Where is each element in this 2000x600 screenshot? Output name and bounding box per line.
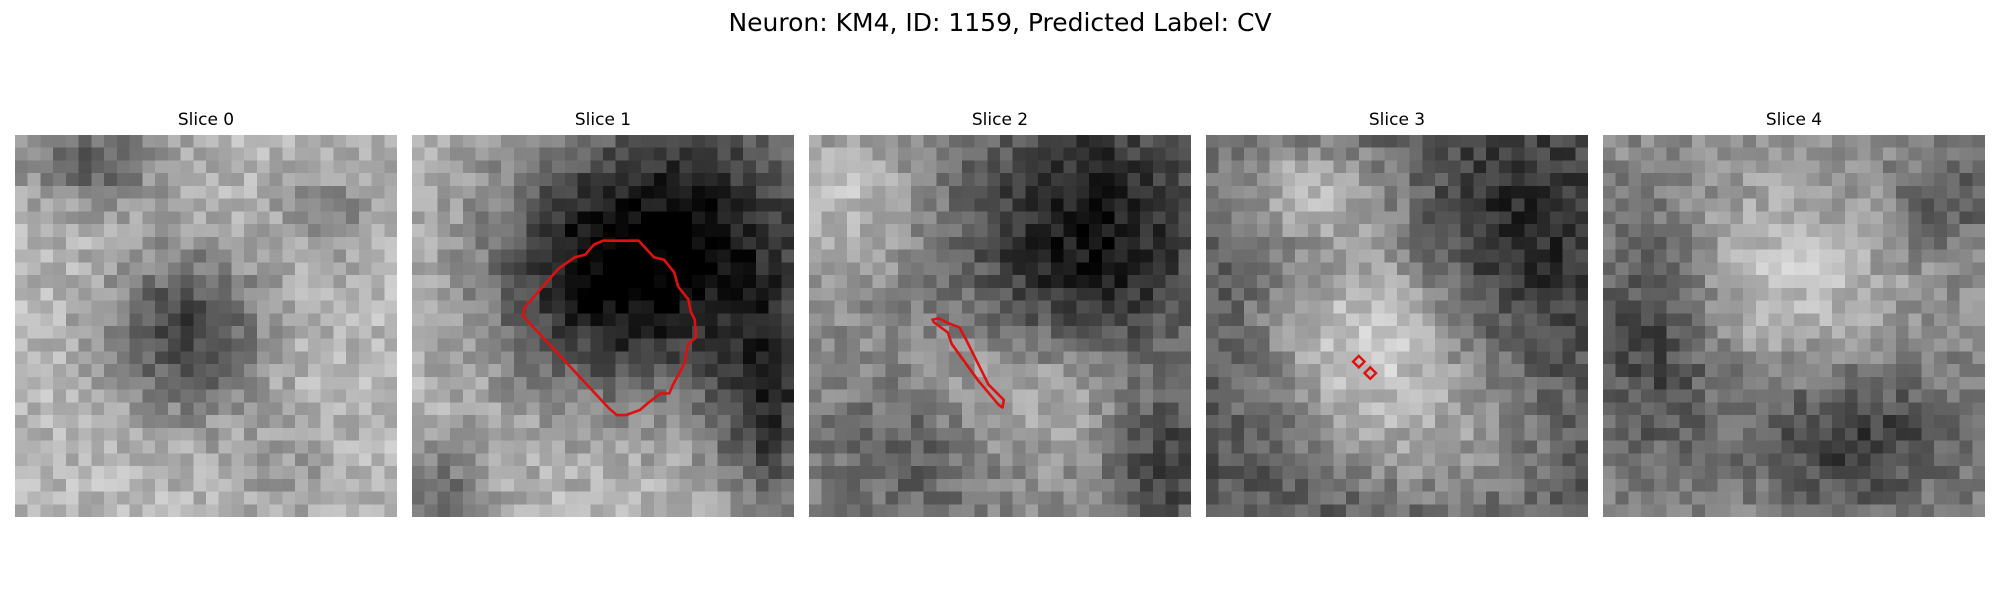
segmentation-marker-3-0 xyxy=(1351,354,1367,370)
slice-panel-1: Slice 1 xyxy=(412,108,794,517)
slice-panel-4: Slice 4 xyxy=(1603,108,1985,517)
slice-image-4 xyxy=(1603,135,1985,517)
slice-image-1 xyxy=(412,135,794,517)
slice-title-1: Slice 1 xyxy=(574,110,632,130)
slice-image-3 xyxy=(1206,135,1588,517)
slice-svg-1 xyxy=(412,135,794,517)
slice-panel-2: Slice 2 xyxy=(809,108,1191,517)
segmentation-contour-2 xyxy=(931,317,1006,409)
segmentation-marker-3-1 xyxy=(1362,365,1378,381)
slice-svg-3 xyxy=(1206,135,1588,517)
slice-image-2 xyxy=(809,135,1191,517)
slice-panel-3: Slice 3 xyxy=(1206,108,1588,517)
slice-svg-0 xyxy=(15,135,397,517)
slice-title-2: Slice 2 xyxy=(971,110,1029,130)
segmentation-contour-1 xyxy=(521,239,698,417)
figure-title: Neuron: KM4, ID: 1159, Predicted Label: … xyxy=(728,8,1272,37)
slice-title-4: Slice 4 xyxy=(1765,110,1823,130)
slice-svg-2 xyxy=(809,135,1191,517)
slice-svg-4 xyxy=(1603,135,1985,517)
slice-image-0 xyxy=(15,135,397,517)
slice-title-0: Slice 0 xyxy=(177,110,235,130)
slice-panel-0: Slice 0 xyxy=(15,108,397,517)
slice-title-3: Slice 3 xyxy=(1368,110,1426,130)
